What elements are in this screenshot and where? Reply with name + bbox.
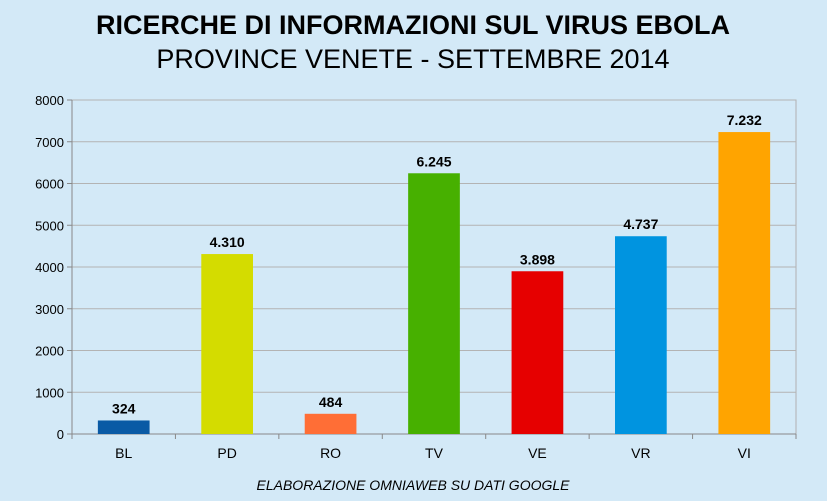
y-tick-label: 2000 bbox=[35, 344, 64, 359]
bar-vi bbox=[718, 132, 771, 434]
bar-vr bbox=[615, 236, 667, 434]
chart-title: RICERCHE DI INFORMAZIONI SUL VIRUS EBOLA bbox=[96, 10, 730, 40]
y-tick-label: 8000 bbox=[35, 93, 64, 108]
x-tick-label: VI bbox=[738, 445, 751, 461]
bar-tv bbox=[408, 173, 460, 435]
plot-area: 0 1000 2000 3000 4000 5000 6000 7000 8000 324 BL 4.… bbox=[35, 93, 797, 461]
y-tick-label: 7000 bbox=[35, 135, 64, 150]
chart-subtitle: PROVINCE VENETE - SETTEMBRE 2014 bbox=[156, 44, 669, 74]
y-tick-label: 0 bbox=[57, 427, 64, 442]
y-tick-label: 1000 bbox=[35, 385, 64, 400]
data-label-ro: 484 bbox=[319, 394, 343, 410]
x-tick-label: VR bbox=[631, 445, 650, 461]
y-tick-label: 4000 bbox=[35, 260, 64, 275]
data-label-vr: 4.737 bbox=[623, 216, 658, 232]
x-tick-label: TV bbox=[425, 445, 444, 461]
chart-footer: ELABORAZIONE OMNIAWEB SU DATI GOOGLE bbox=[257, 477, 571, 493]
bar-ro bbox=[304, 413, 357, 434]
data-label-ve: 3.898 bbox=[520, 251, 555, 267]
bar-bl bbox=[97, 420, 150, 434]
bar-pd bbox=[201, 254, 253, 434]
bar-ve bbox=[511, 271, 564, 434]
data-label-pd: 4.310 bbox=[210, 234, 245, 250]
data-label-bl: 324 bbox=[112, 400, 136, 416]
x-tick-label: PD bbox=[217, 445, 236, 461]
data-label-vi: 7.232 bbox=[727, 112, 762, 128]
data-label-tv: 6.245 bbox=[416, 153, 451, 169]
x-tick-label: BL bbox=[115, 445, 132, 461]
x-tick-label: RO bbox=[320, 445, 341, 461]
y-tick-label: 6000 bbox=[35, 177, 64, 192]
y-tick-label: 3000 bbox=[35, 302, 64, 317]
x-tick-label: VE bbox=[528, 445, 547, 461]
y-tick-label: 5000 bbox=[35, 218, 64, 233]
